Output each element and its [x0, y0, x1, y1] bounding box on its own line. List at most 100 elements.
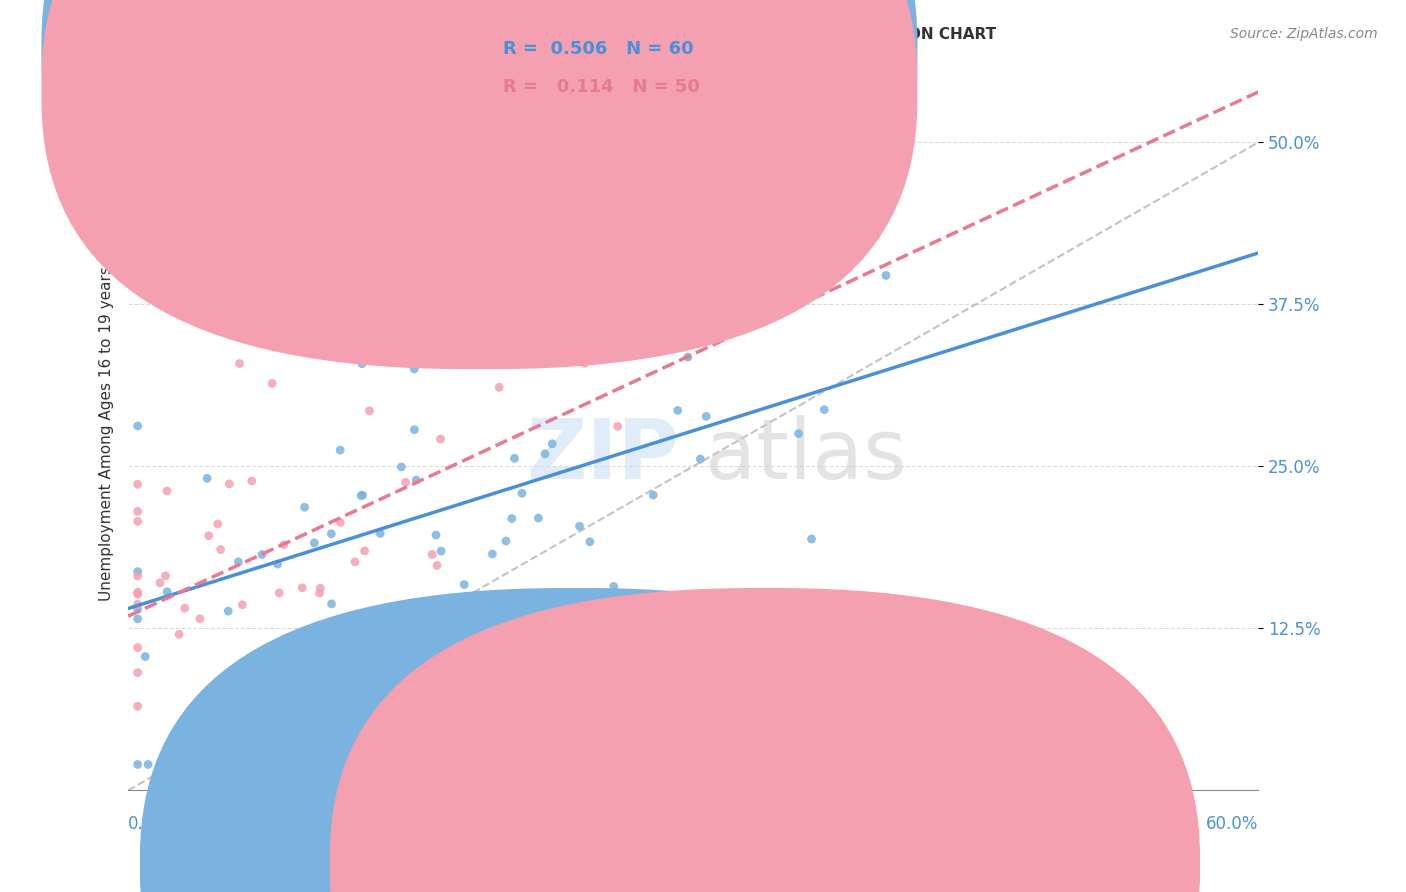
Point	[481, 547, 503, 561]
Point	[503, 451, 526, 466]
Point	[250, 548, 273, 562]
Point	[344, 555, 367, 569]
Point	[541, 437, 564, 451]
Point	[127, 569, 149, 583]
Point	[388, 607, 411, 622]
Point	[333, 624, 356, 639]
Point	[404, 362, 426, 376]
Point	[136, 757, 159, 772]
Point	[308, 586, 330, 600]
Point	[231, 598, 253, 612]
Point	[228, 357, 250, 371]
Point	[350, 357, 373, 371]
Point	[127, 612, 149, 626]
Text: 60.0%: 60.0%	[1206, 815, 1258, 833]
Point	[321, 526, 343, 541]
Point	[349, 650, 371, 665]
Point	[368, 526, 391, 541]
Point	[488, 380, 510, 394]
Text: Source: ZipAtlas.com: Source: ZipAtlas.com	[1230, 27, 1378, 41]
Point	[329, 516, 352, 530]
Text: Immigrants from Syria: Immigrants from Syria	[785, 856, 956, 871]
Y-axis label: Unemployment Among Ages 16 to 19 years: Unemployment Among Ages 16 to 19 years	[100, 267, 114, 601]
Point	[352, 681, 374, 695]
Text: 0.0%: 0.0%	[128, 815, 170, 833]
Point	[156, 584, 179, 599]
Point	[329, 443, 352, 458]
Point	[127, 587, 149, 601]
Point	[156, 483, 179, 498]
Point	[240, 474, 263, 488]
Point	[217, 604, 239, 618]
Point	[516, 354, 538, 368]
Point	[695, 409, 717, 424]
Point	[173, 601, 195, 615]
Point	[420, 548, 443, 562]
Point	[574, 356, 596, 370]
Point	[127, 514, 149, 528]
Point	[294, 500, 316, 515]
Point	[127, 504, 149, 518]
Point	[155, 569, 177, 583]
Point	[623, 607, 645, 622]
Point	[321, 597, 343, 611]
Point	[595, 183, 617, 197]
Point	[875, 268, 897, 283]
Point	[287, 670, 309, 684]
Point	[127, 757, 149, 772]
Point	[352, 488, 374, 502]
Point	[501, 511, 523, 525]
Point	[676, 350, 699, 364]
Point	[352, 318, 374, 332]
Point	[787, 426, 810, 441]
Point	[387, 649, 409, 664]
Point	[529, 691, 551, 706]
Point	[195, 471, 218, 485]
Point	[269, 586, 291, 600]
Point	[425, 528, 447, 542]
Point	[134, 649, 156, 664]
Point	[291, 581, 314, 595]
Point	[527, 511, 550, 525]
Text: Burmese: Burmese	[593, 856, 661, 871]
Point	[273, 538, 295, 552]
Point	[197, 529, 219, 543]
Point	[531, 349, 554, 363]
Point	[429, 432, 451, 446]
Point	[389, 459, 412, 474]
Point	[394, 475, 416, 490]
Point	[167, 627, 190, 641]
Point	[188, 612, 211, 626]
Point	[218, 476, 240, 491]
Point	[579, 534, 602, 549]
Point	[205, 757, 228, 772]
Point	[266, 557, 288, 571]
Point	[534, 349, 557, 363]
Point	[666, 403, 689, 417]
Point	[228, 555, 250, 569]
Point	[602, 579, 624, 593]
Point	[127, 699, 149, 714]
Point	[523, 306, 546, 320]
Point	[568, 519, 591, 533]
Point	[495, 533, 517, 548]
Text: atlas: atlas	[706, 415, 907, 496]
Point	[309, 581, 332, 595]
Point	[127, 585, 149, 599]
Point	[353, 544, 375, 558]
Point	[127, 477, 149, 491]
Point	[267, 716, 290, 731]
Point	[127, 602, 149, 616]
Point	[127, 418, 149, 433]
Point	[404, 423, 426, 437]
Text: R =  0.506   N = 60: R = 0.506 N = 60	[503, 40, 695, 58]
Point	[209, 542, 232, 557]
Point	[207, 516, 229, 531]
Point	[471, 328, 494, 343]
Point	[262, 376, 284, 391]
Point	[127, 565, 149, 579]
Point	[813, 402, 835, 417]
Point	[127, 640, 149, 655]
Point	[534, 447, 557, 461]
Point	[149, 575, 172, 590]
